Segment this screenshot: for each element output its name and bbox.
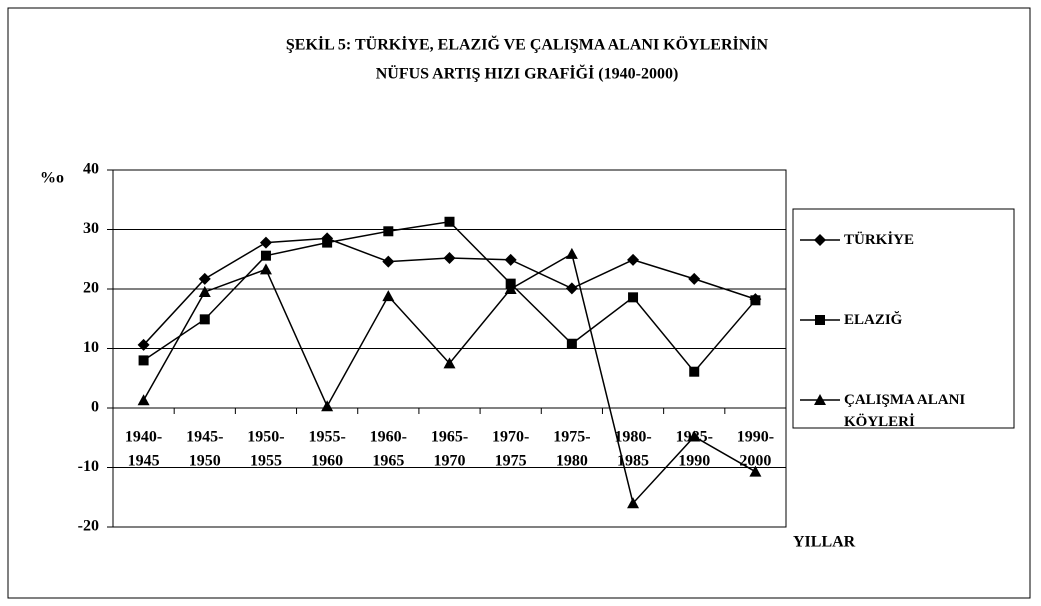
marker <box>627 497 640 509</box>
marker <box>443 252 456 265</box>
marker <box>504 283 517 294</box>
y-tick-label: 30 <box>83 220 99 237</box>
marker <box>259 236 272 249</box>
marker <box>814 234 826 246</box>
legend-box <box>792 208 1015 429</box>
x-tick-label: 2000 <box>739 453 771 470</box>
marker <box>321 400 334 412</box>
x-tick-label: 1955- <box>308 429 345 446</box>
x-tick-label: 1960- <box>370 429 407 446</box>
marker <box>566 338 577 349</box>
marker <box>259 263 272 275</box>
marker <box>382 290 395 302</box>
marker <box>443 357 456 369</box>
marker <box>750 295 761 306</box>
legend-label: TÜRKİYE <box>844 232 915 248</box>
x-tick-label: 1985 <box>617 453 649 470</box>
x-axis-label: YILLAR <box>793 534 856 551</box>
marker <box>198 272 211 285</box>
marker <box>627 253 640 266</box>
legend-label: ELAZIĞ <box>844 312 903 328</box>
series-line <box>143 220 756 373</box>
x-tick-label: 1965- <box>431 429 468 446</box>
x-tick-label: 1990 <box>678 453 710 470</box>
y-tick-label: -10 <box>78 458 99 475</box>
x-tick-label: 1945 <box>128 453 160 470</box>
marker <box>689 366 700 377</box>
marker <box>628 292 639 303</box>
marker <box>138 355 149 366</box>
x-tick-label: 1975- <box>553 429 590 446</box>
marker <box>383 226 394 237</box>
y-tick-label: 10 <box>83 339 99 356</box>
marker <box>137 394 150 406</box>
marker <box>565 282 578 295</box>
y-tick-label: 20 <box>83 280 99 297</box>
x-tick-label: 1960 <box>311 453 343 470</box>
marker <box>688 430 701 442</box>
marker <box>382 255 395 268</box>
marker <box>444 216 455 227</box>
marker <box>749 465 762 477</box>
marker <box>815 315 825 325</box>
marker <box>137 338 150 351</box>
marker <box>260 250 271 261</box>
y-tick-label: -20 <box>78 518 99 535</box>
chart-title: ŞEKİL 5: TÜRKİYE, ELAZIĞ VE ÇALIŞMA ALAN… <box>286 35 769 54</box>
x-tick-label: 1980- <box>614 429 651 446</box>
marker <box>814 394 826 405</box>
legend-label: ÇALIŞMA ALANI KÖYLERİ <box>844 392 966 430</box>
x-tick-label: 1980 <box>556 453 588 470</box>
marker <box>198 285 211 297</box>
marker <box>688 272 701 285</box>
x-tick-label: 1950- <box>247 429 284 446</box>
marker <box>565 247 578 259</box>
marker <box>322 237 333 248</box>
x-tick-label: 1970- <box>492 429 529 446</box>
marker <box>199 314 210 325</box>
y-tick-label: 0 <box>91 399 99 416</box>
chart-title: NÜFUS ARTIŞ HIZI GRAFİĞİ (1940-2000) <box>376 64 679 83</box>
x-tick-label: 1990- <box>737 429 774 446</box>
x-tick-label: 1945- <box>186 429 223 446</box>
x-tick-label: 1940- <box>125 429 162 446</box>
x-tick-label: 1950 <box>189 453 221 470</box>
chart-border <box>7 7 1031 599</box>
x-tick-label: 1970 <box>434 453 466 470</box>
y-tick-label: 40 <box>83 161 99 178</box>
marker <box>504 253 517 266</box>
x-tick-label: 1955 <box>250 453 282 470</box>
y-axis-label: %o <box>40 170 64 187</box>
x-tick-label: 1965 <box>372 453 404 470</box>
x-tick-label: 1975 <box>495 453 527 470</box>
